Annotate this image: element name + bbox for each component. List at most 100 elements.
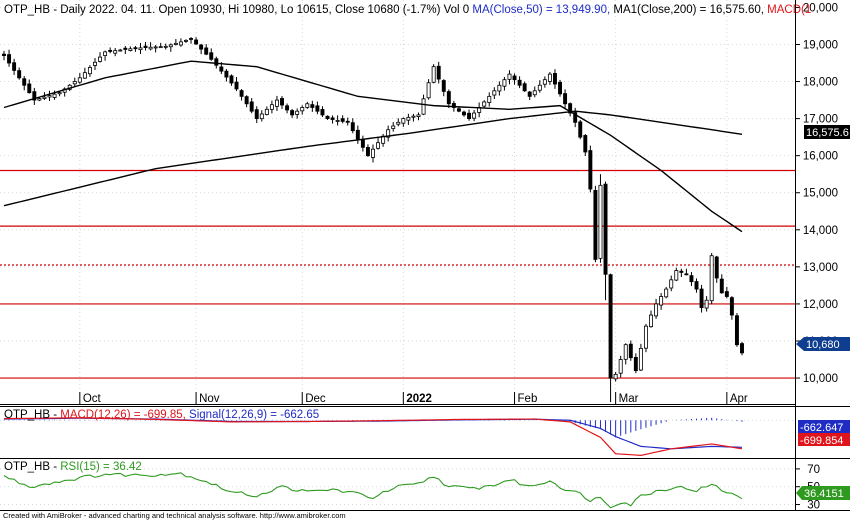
price-tick-label: 18,000 [803, 77, 838, 89]
price-header: OTP_HB - Daily 2022. 04. 11. Open 10930,… [4, 4, 811, 16]
candle-body-up [659, 296, 664, 306]
candle-body-up [669, 279, 674, 289]
macd-header-value: MACD(12,26) = -699.85, [60, 409, 186, 421]
candle [72, 77, 77, 87]
candle [613, 371, 618, 382]
close-value-tag: 10,680 [796, 337, 850, 351]
candle-body-up [674, 270, 679, 281]
candle [588, 145, 593, 193]
candle [295, 108, 300, 119]
candle-body-up [376, 142, 381, 149]
candle-body-up [598, 184, 603, 259]
candle-body-up [52, 93, 57, 98]
candle-body-up [158, 46, 163, 49]
candle-body-down [451, 103, 456, 108]
candle [280, 96, 284, 109]
candle [608, 273, 613, 403]
ma200-line [3, 110, 743, 207]
rsi-value-tag-text: 36.4151 [804, 488, 844, 500]
signal-value-tag: -662.647 [798, 420, 850, 434]
candle [593, 185, 598, 263]
candle [633, 353, 638, 374]
candle [12, 58, 17, 75]
candle-body-down [27, 83, 32, 94]
candle [674, 267, 679, 282]
candle-body-down [143, 45, 148, 48]
candle-body-down [699, 288, 704, 309]
candle-body-down [740, 343, 744, 354]
candle-body-down [189, 38, 193, 40]
candle [254, 106, 259, 124]
candle [406, 113, 411, 125]
candle-body-up [487, 95, 492, 103]
candle-body-up [532, 90, 537, 96]
time-tick-label: Dec [305, 393, 326, 405]
candle-body-down [558, 81, 562, 95]
candle [27, 79, 32, 94]
candle [7, 49, 12, 67]
candle-body-down [330, 117, 335, 120]
candle-body-down [280, 98, 284, 106]
candle [553, 69, 557, 89]
close-value-tag-text: 10,680 [806, 339, 840, 351]
candle-body-down [436, 65, 441, 80]
candle [350, 118, 355, 134]
candle-body-down [734, 315, 739, 346]
candle-body-up [482, 101, 487, 107]
candle-body-up [416, 114, 421, 117]
macd-header: OTP_HB - MACD(12,26) = -699.85, Signal(1… [4, 409, 319, 421]
candle [527, 90, 532, 101]
candle-body-up [118, 49, 123, 52]
candle [128, 46, 133, 52]
candle [355, 125, 360, 144]
candle [118, 48, 123, 52]
candle [669, 275, 674, 292]
candle-body-up [542, 79, 547, 85]
candle-body-down [285, 105, 290, 111]
candle [376, 137, 381, 150]
candle [310, 100, 315, 112]
candle-body-up [507, 73, 512, 80]
ma200-value-tag: 16,575.6 [804, 125, 850, 139]
candle-body-down [234, 81, 239, 90]
candle-body-up [638, 348, 643, 371]
candle-body-down [224, 70, 229, 78]
candle [740, 341, 744, 356]
candle [512, 73, 517, 85]
candle [300, 105, 305, 115]
candle-body-down [12, 62, 17, 71]
candle-body-down [7, 54, 12, 64]
candle [649, 310, 653, 328]
candle [103, 50, 108, 61]
candle [497, 81, 502, 96]
candlesticks [2, 37, 744, 403]
candle [113, 47, 118, 57]
candle [249, 98, 254, 114]
candle-body-up [547, 73, 552, 82]
candle [340, 115, 345, 124]
candle-body-up [87, 67, 92, 75]
candle-body-up [335, 120, 340, 122]
candle [173, 39, 178, 46]
candle [411, 113, 416, 122]
candle [214, 56, 219, 69]
candle [401, 117, 406, 127]
candle [47, 90, 52, 102]
candle-body-down [310, 104, 315, 108]
candle [664, 286, 669, 299]
candle-body-down [684, 273, 689, 276]
candle [502, 76, 507, 91]
candle-body-down [462, 111, 466, 116]
candle-body-down [467, 112, 472, 120]
candle [578, 119, 583, 140]
candle [598, 174, 603, 263]
candle [199, 43, 204, 55]
candle-body-up [305, 103, 310, 108]
candle [168, 43, 173, 52]
candle [462, 110, 466, 117]
candle [542, 76, 547, 88]
candle-body-up [269, 104, 274, 110]
price-header-main: OTP_HB - Daily 2022. 04. 11. Open 10930,… [4, 4, 469, 16]
candle [532, 86, 537, 98]
